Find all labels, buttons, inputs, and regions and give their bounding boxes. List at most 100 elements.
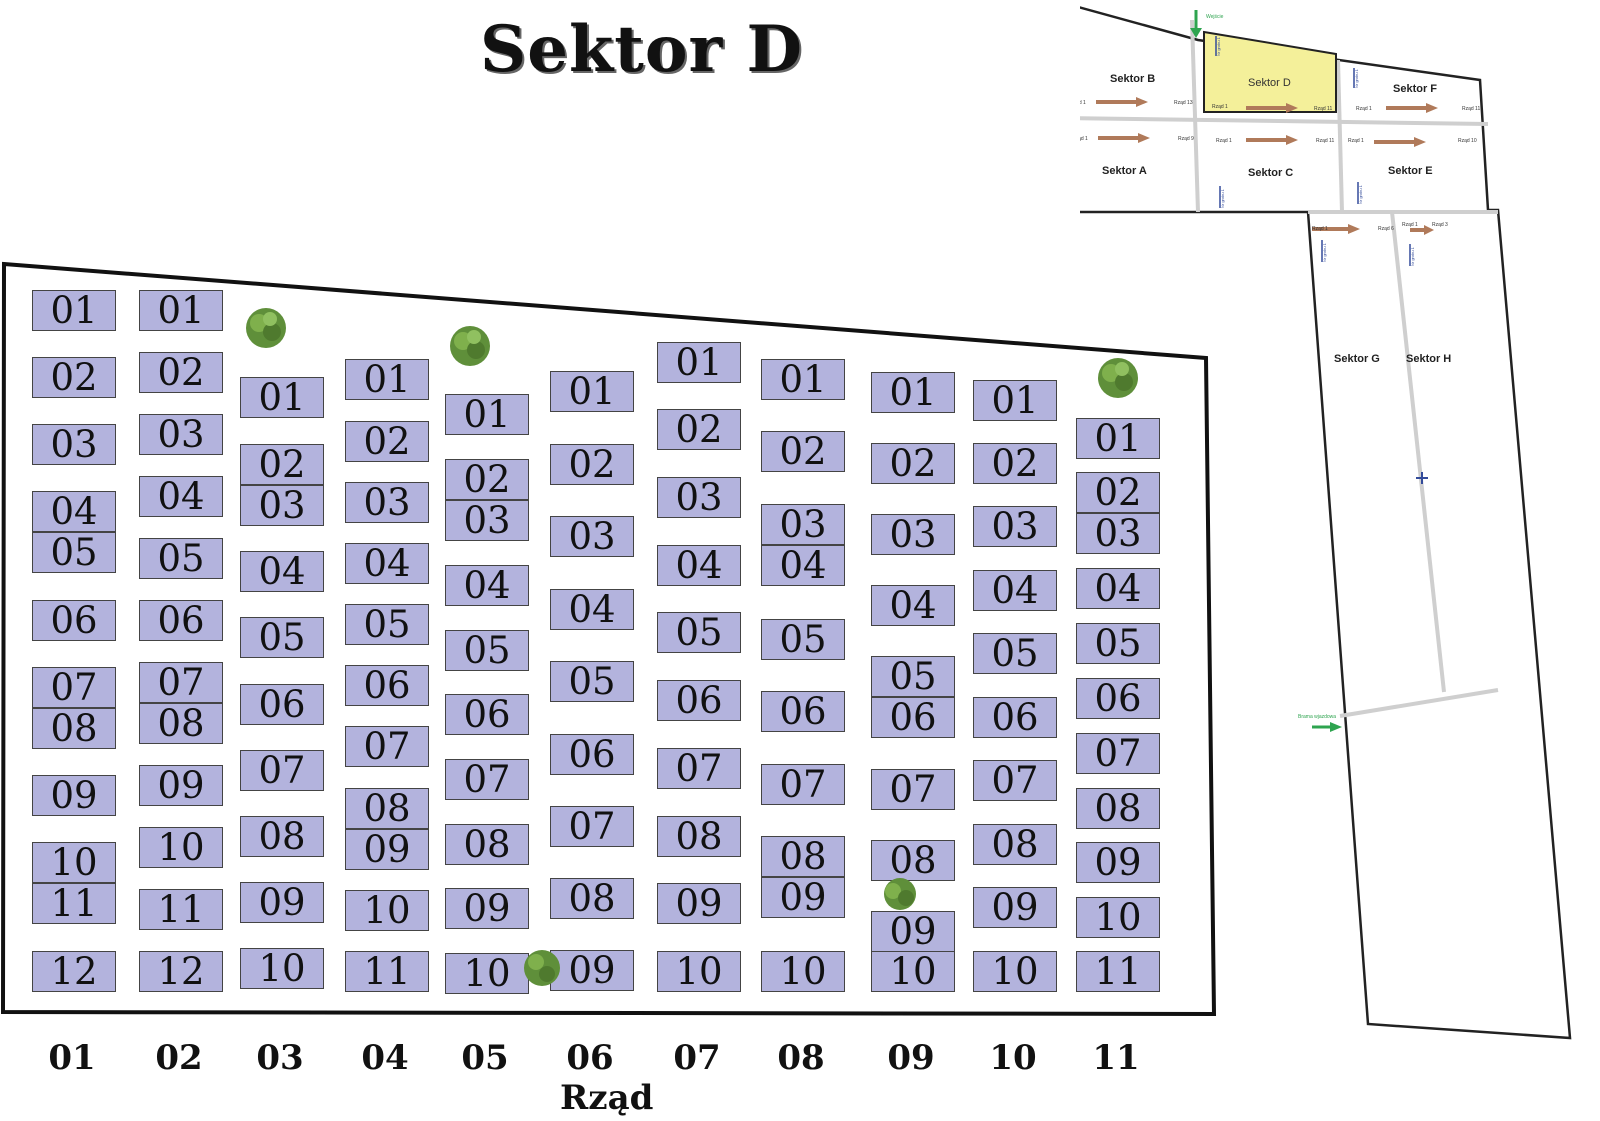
grave-plot[interactable]: 09: [871, 911, 955, 952]
grave-plot[interactable]: 10: [657, 951, 741, 992]
grave-plot[interactable]: 11: [32, 883, 116, 924]
grave-plot[interactable]: 06: [240, 684, 324, 725]
grave-plot[interactable]: 09: [657, 883, 741, 924]
grave-plot[interactable]: 05: [973, 633, 1057, 674]
grave-plot[interactable]: 03: [973, 506, 1057, 547]
grave-plot[interactable]: 03: [550, 516, 634, 557]
grave-plot[interactable]: 08: [345, 788, 429, 829]
grave-plot[interactable]: 04: [139, 476, 223, 517]
grave-plot[interactable]: 02: [139, 352, 223, 393]
grave-plot[interactable]: 01: [240, 377, 324, 418]
grave-plot[interactable]: 02: [240, 444, 324, 485]
grave-plot[interactable]: 05: [1076, 623, 1160, 664]
grave-plot[interactable]: 04: [973, 570, 1057, 611]
grave-plot[interactable]: 04: [871, 585, 955, 626]
grave-plot[interactable]: 01: [657, 342, 741, 383]
grave-plot[interactable]: 02: [761, 431, 845, 472]
grave-plot[interactable]: 07: [871, 769, 955, 810]
grave-plot[interactable]: 05: [761, 619, 845, 660]
grave-plot[interactable]: 05: [657, 612, 741, 653]
grave-plot[interactable]: 02: [1076, 472, 1160, 513]
grave-plot[interactable]: 10: [139, 827, 223, 868]
grave-plot[interactable]: 05: [32, 532, 116, 573]
grave-plot[interactable]: 07: [445, 759, 529, 800]
grave-plot[interactable]: 08: [445, 824, 529, 865]
grave-plot[interactable]: 09: [32, 775, 116, 816]
grave-plot[interactable]: 03: [657, 477, 741, 518]
grave-plot[interactable]: 02: [345, 421, 429, 462]
grave-plot[interactable]: 05: [240, 617, 324, 658]
grave-plot[interactable]: 12: [32, 951, 116, 992]
grave-plot[interactable]: 05: [345, 604, 429, 645]
grave-plot[interactable]: 06: [973, 697, 1057, 738]
grave-plot[interactable]: 01: [32, 290, 116, 331]
grave-plot[interactable]: 10: [761, 951, 845, 992]
grave-plot[interactable]: 01: [761, 359, 845, 400]
grave-plot[interactable]: 07: [345, 726, 429, 767]
grave-plot[interactable]: 06: [1076, 678, 1160, 719]
grave-plot[interactable]: 01: [1076, 418, 1160, 459]
grave-plot[interactable]: 08: [32, 708, 116, 749]
grave-plot[interactable]: 09: [1076, 842, 1160, 883]
grave-plot[interactable]: 09: [550, 950, 634, 991]
grave-plot[interactable]: 08: [657, 816, 741, 857]
grave-plot[interactable]: 05: [445, 630, 529, 671]
grave-plot[interactable]: 10: [973, 951, 1057, 992]
grave-plot[interactable]: 02: [871, 443, 955, 484]
grave-plot[interactable]: 07: [240, 750, 324, 791]
grave-plot[interactable]: 08: [550, 878, 634, 919]
grave-plot[interactable]: 01: [973, 380, 1057, 421]
grave-plot[interactable]: 06: [550, 734, 634, 775]
grave-plot[interactable]: 08: [139, 703, 223, 744]
grave-plot[interactable]: 09: [761, 877, 845, 918]
grave-plot[interactable]: 09: [445, 888, 529, 929]
grave-plot[interactable]: 07: [32, 667, 116, 708]
grave-plot[interactable]: 03: [139, 414, 223, 455]
grave-plot[interactable]: 09: [345, 829, 429, 870]
grave-plot[interactable]: 03: [32, 424, 116, 465]
grave-plot[interactable]: 04: [345, 543, 429, 584]
grave-plot[interactable]: 09: [973, 887, 1057, 928]
grave-plot[interactable]: 01: [871, 372, 955, 413]
grave-plot[interactable]: 02: [657, 409, 741, 450]
grave-plot[interactable]: 04: [32, 491, 116, 532]
grave-plot[interactable]: 07: [761, 764, 845, 805]
grave-plot[interactable]: 06: [445, 694, 529, 735]
grave-plot[interactable]: 06: [871, 697, 955, 738]
grave-plot[interactable]: 01: [139, 290, 223, 331]
grave-plot[interactable]: 10: [240, 948, 324, 989]
grave-plot[interactable]: 10: [345, 890, 429, 931]
grave-plot[interactable]: 07: [550, 806, 634, 847]
grave-plot[interactable]: 08: [871, 840, 955, 881]
grave-plot[interactable]: 02: [32, 357, 116, 398]
grave-plot[interactable]: 10: [871, 951, 955, 992]
grave-plot[interactable]: 01: [445, 394, 529, 435]
grave-plot[interactable]: 06: [345, 665, 429, 706]
grave-plot[interactable]: 11: [139, 889, 223, 930]
grave-plot[interactable]: 04: [240, 551, 324, 592]
grave-plot[interactable]: 09: [139, 765, 223, 806]
grave-plot[interactable]: 07: [657, 748, 741, 789]
grave-plot[interactable]: 07: [1076, 733, 1160, 774]
grave-plot[interactable]: 07: [139, 662, 223, 703]
grave-plot[interactable]: 05: [139, 538, 223, 579]
grave-plot[interactable]: 01: [345, 359, 429, 400]
grave-plot[interactable]: 06: [32, 600, 116, 641]
grave-plot[interactable]: 06: [761, 691, 845, 732]
grave-plot[interactable]: 01: [550, 371, 634, 412]
grave-plot[interactable]: 08: [1076, 788, 1160, 829]
grave-plot[interactable]: 04: [1076, 568, 1160, 609]
grave-plot[interactable]: 05: [871, 656, 955, 697]
grave-plot[interactable]: 02: [550, 444, 634, 485]
grave-plot[interactable]: 10: [445, 953, 529, 994]
grave-plot[interactable]: 02: [445, 459, 529, 500]
grave-plot[interactable]: 03: [240, 485, 324, 526]
grave-plot[interactable]: 11: [1076, 951, 1160, 992]
grave-plot[interactable]: 03: [345, 482, 429, 523]
grave-plot[interactable]: 04: [761, 545, 845, 586]
grave-plot[interactable]: 03: [761, 504, 845, 545]
grave-plot[interactable]: 08: [240, 816, 324, 857]
grave-plot[interactable]: 03: [871, 514, 955, 555]
grave-plot[interactable]: 08: [973, 824, 1057, 865]
grave-plot[interactable]: 09: [240, 882, 324, 923]
